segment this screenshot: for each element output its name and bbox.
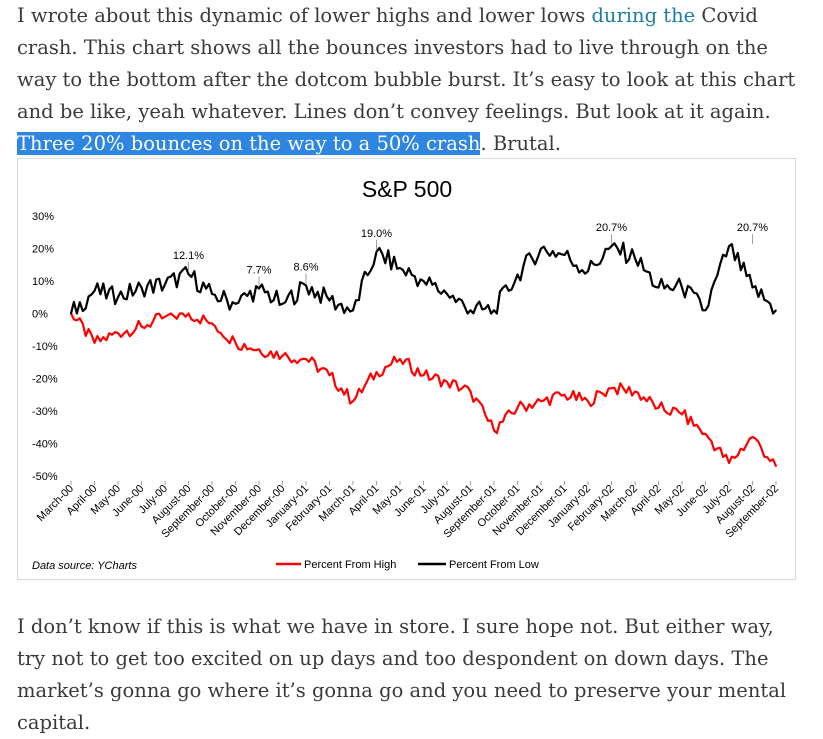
percent-from-high-point — [117, 332, 119, 334]
percent-from-low-point — [422, 280, 425, 282]
percent-from-low-point — [540, 247, 542, 250]
percent-from-low-point — [117, 296, 119, 299]
percent-from-low-point — [164, 283, 166, 286]
percent-from-low-point — [704, 309, 707, 312]
percent-from-high-line — [70, 312, 778, 467]
data-source-note: Data source: YCharts — [32, 560, 137, 572]
percent-from-low-point — [681, 286, 683, 289]
percent-from-low-point — [70, 312, 72, 315]
legend-low-label: Percent From Low — [449, 559, 539, 571]
percent-from-high-point — [305, 358, 307, 360]
y-tick-label: 20% — [32, 244, 54, 256]
percent-from-high-point — [211, 322, 213, 325]
annotation-label: 20.7% — [596, 222, 627, 234]
percent-from-low-point — [140, 286, 143, 289]
legend-high-label: Percent From High — [304, 559, 396, 571]
percent-from-low-point — [258, 287, 260, 290]
percent-from-low-point — [305, 284, 307, 287]
percent-from-high-point — [446, 380, 448, 383]
percent-from-low-point — [751, 286, 754, 289]
percent-from-high-point — [187, 312, 190, 315]
y-tick-label: 0% — [32, 309, 48, 321]
y-tick-label: 30% — [32, 211, 54, 223]
percent-from-low-point — [634, 257, 636, 260]
percent-from-high-point — [681, 413, 683, 416]
y-tick-label: 10% — [32, 276, 54, 288]
percent-from-high-point — [540, 400, 542, 403]
percent-from-high-point — [258, 348, 260, 351]
percent-from-low-point — [399, 267, 401, 269]
percent-from-low-point — [93, 289, 96, 292]
percent-from-high-point — [493, 429, 495, 432]
percent-from-high-point — [328, 374, 331, 377]
y-tick-label: -10% — [32, 341, 58, 353]
percent-from-low-point — [469, 309, 472, 312]
percent-from-high-point — [469, 390, 472, 393]
highlighted-text: Three 20% bounces on the way to a 50% cr… — [17, 132, 481, 155]
percent-from-low-point — [657, 286, 660, 289]
percent-from-low-point — [493, 309, 495, 312]
chart-svg: S&P 50030%20%10%0%-10%-20%-30%-40%-50%Ma… — [32, 176, 781, 572]
percent-from-high-point — [281, 354, 284, 357]
intro-text-3: . Brutal. — [480, 132, 561, 155]
percent-from-high-point — [728, 462, 730, 464]
percent-from-high-point — [422, 374, 425, 377]
annotation-label: 12.1% — [173, 250, 204, 262]
sp500-chart: S&P 500 30% 20% 10% 0% -10% -20% -30% -40% -50% Ma… — [17, 158, 796, 580]
percent-from-low-point — [563, 254, 566, 256]
annotation-label: 20.7% — [737, 222, 768, 234]
percent-from-low-point — [516, 273, 519, 276]
percent-from-high-point — [234, 341, 237, 344]
percent-from-high-point — [140, 325, 143, 328]
percent-from-high-point — [399, 358, 401, 360]
percent-from-high-point — [375, 371, 378, 373]
percent-from-high-point — [587, 400, 589, 403]
percent-from-low-point — [234, 302, 237, 305]
percent-from-high-point — [657, 406, 660, 409]
percent-from-low-point — [775, 309, 777, 312]
closing-paragraph: I don’t know if this is what we have in … — [17, 615, 787, 734]
percent-from-high-point — [704, 432, 707, 435]
percent-from-low-point — [328, 299, 331, 302]
percent-from-high-point — [751, 436, 754, 438]
chart-title: S&P 500 — [362, 176, 452, 202]
percent-from-high-point — [634, 390, 636, 393]
percent-from-low-point — [375, 250, 378, 253]
percent-from-low-point — [211, 293, 213, 295]
y-tick-label: -20% — [32, 374, 58, 386]
annotation-label: 8.6% — [293, 262, 318, 274]
percent-from-high-point — [610, 387, 613, 390]
percent-from-low-point — [352, 309, 354, 312]
percent-from-high-point — [516, 406, 519, 409]
annotation-label: 19.0% — [361, 228, 392, 240]
percent-from-high-point — [563, 393, 566, 396]
intro-paragraph: I wrote about this dynamic of lower high… — [17, 0, 807, 160]
percent-from-high-point — [352, 400, 354, 403]
covid-crash-link[interactable]: during the — [591, 4, 696, 27]
annotation-label: 7.7% — [246, 264, 271, 276]
percent-from-low-point — [610, 245, 613, 248]
percent-from-low-point — [187, 273, 190, 275]
percent-from-low-point — [281, 302, 284, 305]
percent-from-high-point — [775, 465, 777, 468]
y-tick-label: -30% — [32, 406, 58, 418]
percent-from-low-point — [728, 245, 730, 248]
percent-from-high-point — [93, 341, 96, 344]
percent-from-low-point — [446, 293, 448, 295]
y-tick-label: -50% — [32, 471, 58, 483]
percent-from-high-point — [164, 315, 166, 318]
y-tick-label: -40% — [32, 439, 58, 451]
intro-text-2: Covid crash. This chart shows all the bo… — [17, 4, 796, 123]
percent-from-low-point — [587, 270, 589, 273]
intro-text-1: I wrote about this dynamic of lower high… — [17, 4, 592, 27]
